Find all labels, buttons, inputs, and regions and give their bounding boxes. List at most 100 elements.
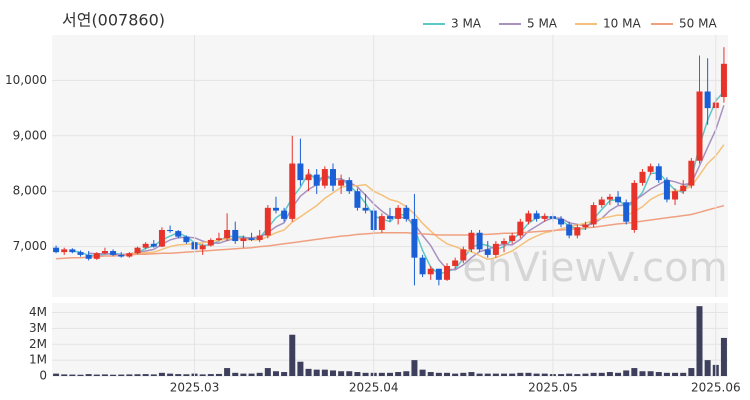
volume-bar: [329, 370, 336, 376]
volume-bar: [574, 374, 581, 376]
candle-body: [85, 254, 92, 259]
volume-bar: [672, 372, 679, 376]
candle-body: [305, 174, 312, 181]
y-tick-label: 1M: [29, 353, 47, 367]
volume-bar: [720, 337, 727, 376]
volume-bar: [61, 374, 68, 376]
volume-bar: [110, 374, 117, 376]
volume-bar: [158, 372, 165, 376]
candle-body: [541, 216, 548, 219]
candle-body: [566, 224, 573, 236]
volume-bar: [183, 374, 190, 376]
candle-body: [199, 245, 206, 250]
candle-body: [419, 257, 426, 275]
volume-bar: [419, 369, 426, 376]
volume-bar: [541, 373, 548, 376]
candle-body: [150, 243, 157, 247]
candle-body: [175, 231, 182, 237]
candle-body: [517, 221, 524, 236]
candle-body: [256, 235, 263, 240]
y-tick-label: 0: [39, 369, 47, 383]
candle-body: [427, 268, 434, 275]
volume-bar: [272, 371, 279, 376]
candle-body: [167, 229, 174, 232]
volume-bar: [207, 374, 214, 376]
volume-bar: [69, 374, 76, 376]
candle-body: [509, 235, 516, 242]
candle-body: [215, 238, 222, 240]
candle-body: [631, 182, 638, 230]
candle-body: [281, 210, 288, 219]
volume-bar: [240, 373, 247, 376]
volume-bar: [501, 373, 508, 376]
candle-body: [338, 180, 345, 186]
candle-body: [647, 166, 654, 172]
volume-bar: [215, 373, 222, 376]
legend-label: 3 MA: [451, 17, 482, 31]
volume-bar: [321, 369, 328, 376]
candle-body: [558, 218, 565, 225]
candle-body: [272, 207, 279, 211]
candle-body: [411, 218, 418, 258]
candle-body: [484, 249, 491, 255]
candle-body: [468, 232, 475, 250]
volume-bar: [680, 372, 687, 376]
volume-bar: [590, 372, 597, 376]
volume-bar: [338, 371, 345, 376]
volume-bar: [623, 370, 630, 376]
candle-body: [224, 229, 231, 239]
candle-body: [615, 196, 622, 203]
y-tick-label: 9,000: [13, 128, 47, 142]
volume-bar: [492, 373, 499, 376]
candle-body: [183, 236, 190, 243]
volume-bar: [101, 374, 108, 376]
volume-bar: [606, 372, 613, 376]
x-tick-label: 2025.04: [349, 381, 399, 395]
volume-bar: [411, 360, 418, 376]
volume-bar: [427, 372, 434, 376]
candle-body: [240, 238, 247, 242]
volume-bar: [134, 374, 141, 376]
volume-bar: [142, 374, 149, 376]
y-tick-label: 10,000: [5, 73, 47, 87]
y-tick-label: 3M: [29, 321, 47, 335]
volume-bar: [289, 334, 296, 376]
candle-body: [101, 251, 108, 254]
candle-body: [696, 91, 703, 161]
candle-body: [77, 252, 84, 255]
candle-body: [321, 169, 328, 186]
candle-body: [476, 232, 483, 250]
ma-line: [56, 204, 725, 260]
candle-body: [606, 196, 613, 200]
candle-body: [329, 169, 336, 186]
volume-bar: [582, 373, 589, 376]
candle-body: [313, 174, 320, 186]
volume-bar: [517, 372, 524, 376]
volume-bar: [444, 372, 451, 376]
x-tick-label: 2025.05: [528, 381, 578, 395]
volume-bar: [558, 374, 565, 376]
candle-body: [69, 249, 76, 253]
volume-bar: [281, 372, 288, 376]
volume-bar: [509, 373, 516, 376]
volume-bar: [647, 371, 654, 376]
volume-bar: [395, 372, 402, 376]
watermark: enViewV.com: [462, 245, 727, 291]
volume-bar: [93, 374, 100, 376]
volume-bar: [150, 374, 157, 376]
candle-body: [142, 243, 149, 248]
candle-body: [354, 191, 361, 208]
volume-bar: [639, 371, 646, 376]
candle-body: [403, 207, 410, 219]
volume-bar: [77, 374, 84, 376]
candle-body: [444, 265, 451, 280]
volume-bar: [631, 368, 638, 376]
candle-body: [623, 202, 630, 222]
volume-bar: [598, 372, 605, 376]
candle-body: [720, 63, 727, 98]
candle-body: [704, 91, 711, 109]
volume-bar: [468, 372, 475, 376]
candle-body: [672, 191, 679, 200]
candle-body: [435, 268, 442, 280]
candle-body: [232, 229, 239, 242]
